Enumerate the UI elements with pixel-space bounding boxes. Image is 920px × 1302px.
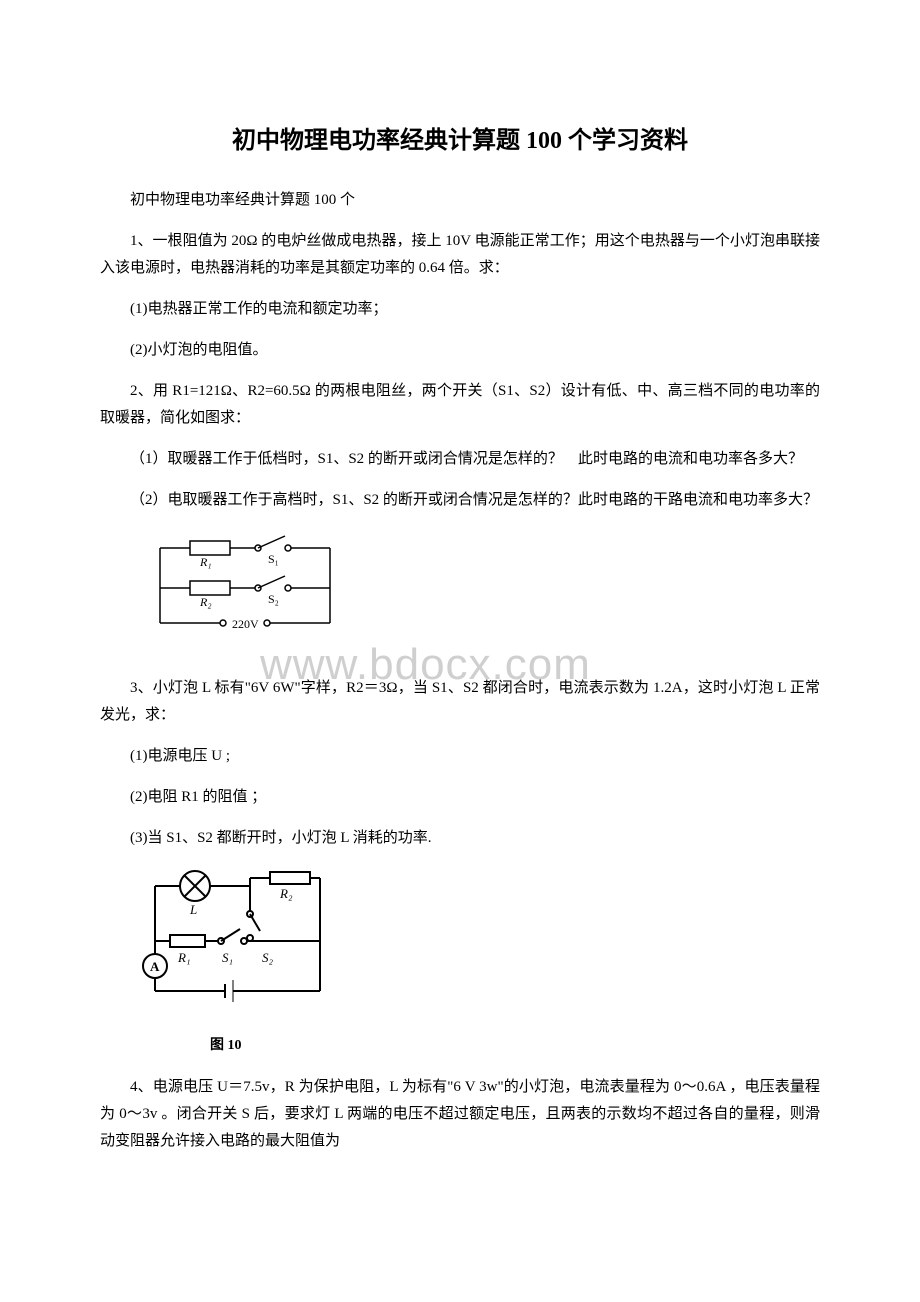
q1-part1: (1)电热器正常工作的电流和额定功率；: [100, 296, 820, 323]
page-title: 初中物理电功率经典计算题 100 个学习资料: [100, 120, 820, 163]
q2-part2: （2）电取暖器工作于高档时，S1、S2 的断开或闭合情况是怎样的？此时电路的干路…: [100, 487, 820, 514]
q3-stem: 3、小灯泡 L 标有"6V 6W"字样，R2＝3Ω，当 S1、S2 都闭合时，电…: [100, 675, 820, 729]
q2-part1: （1）取暖器工作于低档时，S1、S2 的断开或闭合情况是怎样的？ 此时电路的电流…: [100, 446, 820, 473]
q2-s1-label: S₁: [268, 552, 279, 566]
q3-s2-label: S₂: [262, 950, 274, 965]
q3-diagram-caption: 图 10: [210, 1033, 820, 1058]
q3-a-label: A: [150, 959, 160, 974]
q3-circuit-diagram: L R₂ R₁ S₁ S₂ A 图 10: [140, 866, 820, 1058]
q3-part2: (2)电阻 R1 的阻值 ；: [100, 784, 820, 811]
q2-r2-label: R₂: [199, 595, 212, 609]
q3-l-label: L: [189, 902, 197, 917]
q2-r1-label: R₁: [199, 555, 212, 569]
q2-circuit-diagram: R₁ R₂ S₁ S₂ 220V: [140, 528, 820, 659]
q2-stem: 2、用 R1=121Ω、R2=60.5Ω 的两根电阻丝，两个开关（S1、S2）设…: [100, 378, 820, 432]
q3-part1: (1)电源电压 U ;: [100, 743, 820, 770]
q2-s2-label: S₂: [268, 592, 279, 606]
q3-r1-label: R₁: [177, 950, 190, 965]
q2-voltage-label: 220V: [232, 617, 259, 631]
q3-part3: (3)当 S1、S2 都断开时，小灯泡 L 消耗的功率.: [100, 825, 820, 852]
q3-s1-label: S₁: [222, 950, 233, 965]
q1-part2: (2)小灯泡的电阻值。: [100, 337, 820, 364]
q4-stem: 4、电源电压 U＝7.5v，R 为保护电阻，L 为标有"6 V 3w"的小灯泡，…: [100, 1074, 820, 1155]
subtitle-text: 初中物理电功率经典计算题 100 个: [100, 187, 820, 214]
q1-stem: 1、一根阻值为 20Ω 的电炉丝做成电热器，接上 10V 电源能正常工作；用这个…: [100, 228, 820, 282]
q3-r2-label: R₂: [279, 886, 293, 901]
